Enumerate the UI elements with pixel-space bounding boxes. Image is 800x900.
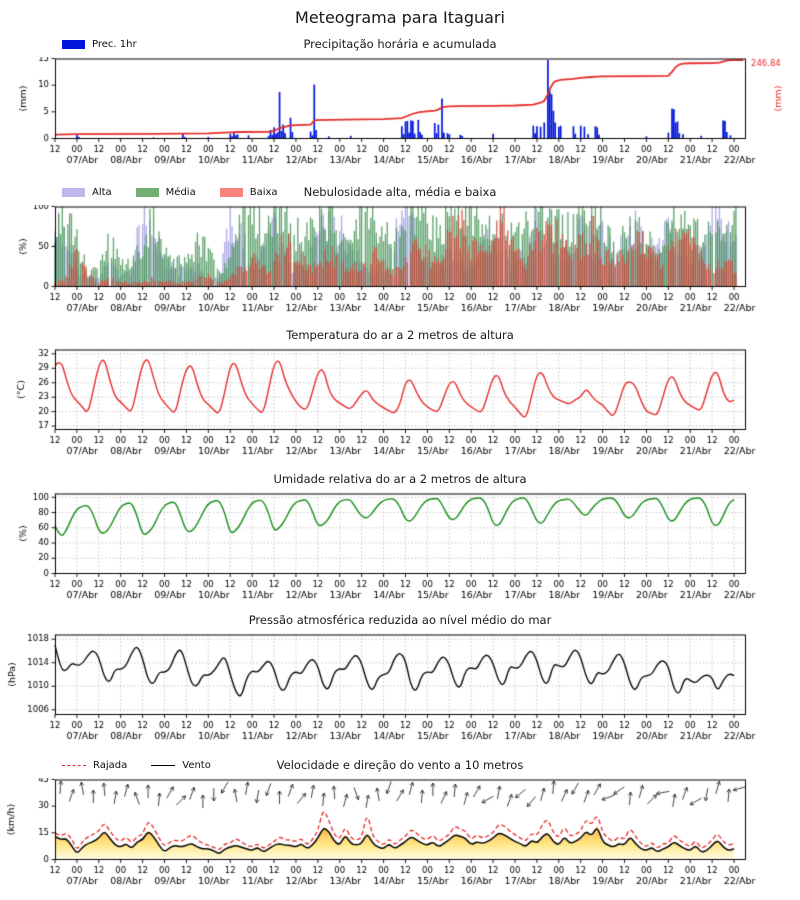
panel-humidity: Umidade relativa do ar a 2 metros de alt…: [0, 470, 800, 615]
legend-item-rajada: Rajada: [62, 760, 127, 771]
legend-item-prec1hr: Prec. 1hr: [62, 39, 137, 50]
legend-label: Alta: [92, 186, 112, 198]
temperature-chart: [0, 348, 800, 460]
legend-item-media: Média: [135, 186, 196, 198]
legend-item-baixa: Baixa: [219, 186, 278, 198]
chart-title-temperature: Temperatura do ar a 2 metros de altura: [286, 328, 514, 342]
humidity-chart: [0, 492, 800, 604]
legend-item-alta: Alta: [62, 187, 112, 198]
panel-temperature: Temperatura do ar a 2 metros de altura: [0, 326, 800, 471]
rajada-swatch: [62, 764, 86, 766]
chart-title-pressure: Pressão atmosférica reduzida ao nível mé…: [248, 613, 552, 627]
chart-title-cloudiness: Nebulosidade alta, média e baixa: [303, 185, 497, 199]
prec-1hr-swatch: [62, 39, 85, 49]
legend-cloudiness: Alta Média Baixa: [62, 183, 278, 201]
legend-wind: Rajada Vento: [62, 756, 211, 774]
legend-label: Vento: [182, 759, 211, 771]
pressure-chart: [0, 633, 800, 745]
page-title: Meteograma para Itaguari: [295, 8, 505, 27]
chart-title-wind: Velocidade e direção do vento a 10 metro…: [276, 758, 524, 772]
vento-swatch: [151, 764, 176, 766]
panel-precipitation: Prec. 1hr Precipitação horária e acumula…: [0, 35, 800, 180]
chart-title-humidity: Umidade relativa do ar a 2 metros de alt…: [273, 472, 527, 486]
panel-pressure: Pressão atmosférica reduzida ao nível mé…: [0, 611, 800, 756]
baixa-swatch: [219, 187, 243, 197]
media-swatch: [135, 187, 159, 197]
legend-label: Baixa: [249, 186, 278, 198]
legend-precipitation: Prec. 1hr: [62, 35, 137, 53]
legend-item-vento: Vento: [151, 760, 211, 771]
legend-label: Média: [165, 186, 196, 198]
alta-swatch: [62, 187, 85, 197]
panel-wind: Rajada Vento Velocidade e direção do ven…: [0, 756, 800, 900]
chart-title-precipitation: Precipitação horária e acumulada: [303, 37, 497, 51]
legend-label: Rajada: [93, 759, 128, 771]
legend-label: Prec. 1hr: [92, 38, 137, 50]
wind-chart: [0, 778, 800, 890]
precipitation-chart: [0, 57, 800, 169]
cloudiness-chart: [0, 205, 800, 317]
panel-cloudiness: Alta Média Baixa Nebulosidade alta, médi…: [0, 183, 800, 328]
